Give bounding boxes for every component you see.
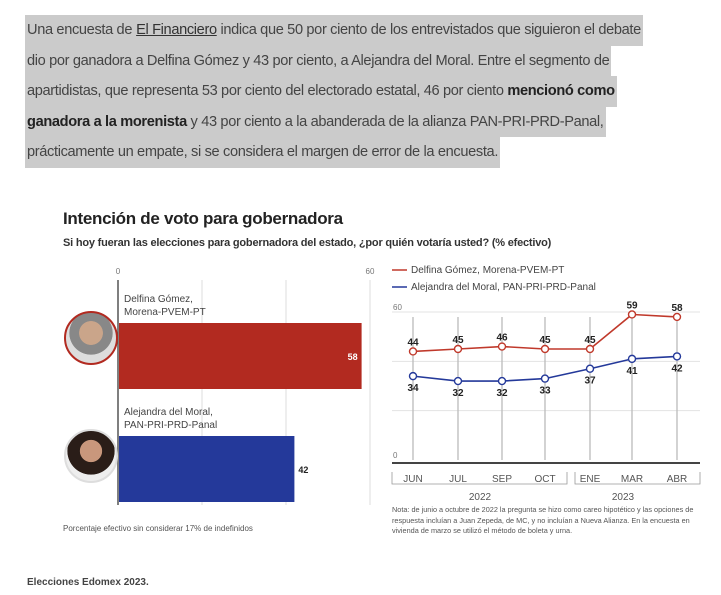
data-label: 37: [584, 376, 596, 387]
el-financiero-link[interactable]: El Financiero: [136, 22, 217, 38]
bar-footnote: Porcentaje efectivo sin considerar 17% d…: [63, 524, 253, 533]
bold-text: ganadora a la morenista: [27, 113, 187, 130]
data-point: [540, 344, 550, 354]
text: y 43 por ciento a la abanderada de la al…: [186, 113, 604, 130]
candidate-name: Alejandra del Moral,: [124, 407, 213, 418]
legend-label: Delfina Gómez, Morena-PVEM-PT: [411, 265, 564, 276]
bold-text: mencionó como: [507, 83, 615, 99]
text: prácticamente un empate, si se considera…: [25, 137, 501, 168]
x-tick-label: ABR: [667, 474, 688, 485]
year-bracket: [574, 472, 701, 485]
data-point: [627, 354, 637, 364]
data-label: 46: [496, 333, 508, 344]
tick-label: 0: [393, 451, 398, 460]
data-label: 44: [407, 337, 419, 348]
legend-label: Alejandra del Moral, PAN-PRI-PRD-Panal: [411, 282, 596, 293]
x-tick-label: ENE: [580, 474, 601, 485]
candidate-name: PAN-PRI-PRD-Panal: [124, 420, 217, 431]
x-tick-label: MAR: [621, 474, 643, 485]
data-label: 34: [407, 383, 419, 394]
data-point: [540, 374, 550, 383]
year-label: 2022: [469, 492, 492, 503]
data-label: 32: [452, 388, 464, 399]
bar-value-label: 58: [348, 352, 358, 362]
candidate-name: Morena-PVEM-PT: [124, 307, 206, 318]
tick-label: 60: [393, 303, 402, 312]
data-point: [585, 364, 595, 373]
x-tick-label: OCT: [534, 474, 555, 485]
x-tick-label: JUL: [449, 474, 467, 485]
line-chart-note: Nota: de junio a octubre de 2022 la preg…: [392, 505, 694, 535]
data-label: 32: [496, 388, 508, 399]
data-label: 45: [452, 335, 464, 346]
text: apartidistas, que representa 53 por cien…: [27, 83, 508, 99]
bar: [119, 323, 362, 389]
data-point: [453, 376, 463, 386]
data-point: [497, 376, 507, 386]
article-paragraph: Una encuesta de El Financiero indica que …: [25, 15, 643, 168]
graphic-subtitle: Si hoy fueran las elecciones para gobern…: [63, 237, 552, 249]
text: Una encuesta de: [27, 22, 133, 38]
bar-value-label: 42: [298, 465, 308, 475]
data-point: [408, 347, 418, 356]
x-tick-label: JUN: [403, 474, 422, 485]
data-label: 33: [539, 386, 551, 397]
delfina-gomez-photo: [64, 311, 118, 365]
bar: [119, 436, 295, 502]
text: dio por ganadora a Delfina Gómez y 43 po…: [25, 45, 612, 76]
year-label: 2023: [612, 492, 635, 503]
data-point: [497, 342, 507, 351]
data-label: 58: [671, 303, 683, 314]
candidate-name: Delfina Gómez,: [124, 294, 193, 305]
text: indica que 50 por ciento de los entrevis…: [216, 22, 641, 38]
year-bracket: [391, 472, 568, 485]
tick-label: 0: [116, 267, 121, 276]
tick-label: 60: [366, 267, 375, 276]
data-point: [672, 352, 682, 361]
data-label: 45: [539, 335, 551, 346]
data-label: 45: [584, 335, 596, 346]
alejandra-del-moral-photo: [64, 429, 118, 483]
graphic-title: Intención de voto para gobernadora: [63, 209, 343, 228]
data-point: [585, 344, 595, 354]
data-point: [627, 310, 637, 319]
data-label: 59: [626, 300, 638, 311]
data-point: [672, 312, 682, 322]
x-tick-label: SEP: [492, 474, 512, 485]
data-label: 41: [626, 366, 638, 377]
data-point: [453, 344, 463, 354]
data-label: 42: [671, 363, 683, 374]
data-point: [408, 371, 418, 381]
image-caption: Elecciones Edomex 2023.: [27, 577, 149, 588]
